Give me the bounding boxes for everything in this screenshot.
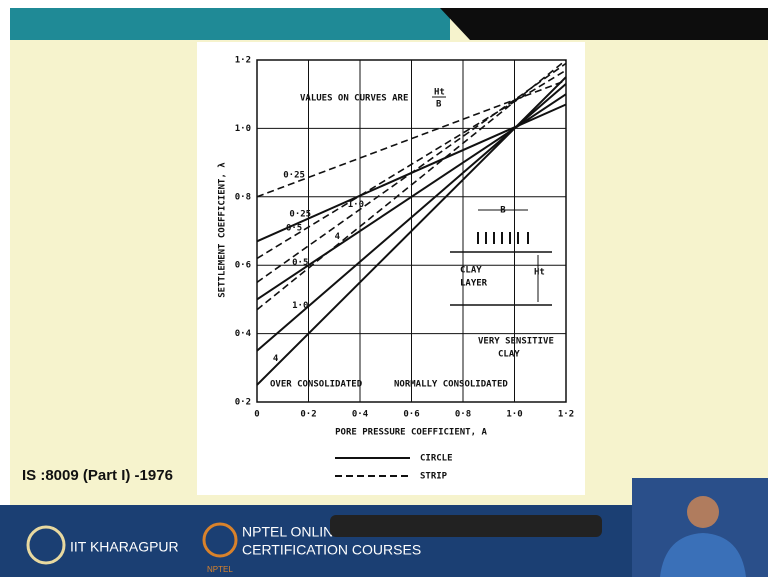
- institute: IIT KHARAGPUR: [70, 539, 179, 555]
- x-tick-label: 0·6: [403, 410, 419, 420]
- note-fraction: B: [436, 100, 442, 110]
- x-tick-label: 0·8: [455, 410, 471, 420]
- legend-label: CIRCLE: [420, 454, 453, 464]
- x-tick-label: 1·2: [558, 410, 574, 420]
- course-line: NPTEL ONLINE: [242, 524, 343, 540]
- curve-label: 0·5: [292, 258, 308, 268]
- y-tick-label: 0·2: [235, 398, 251, 408]
- note-fraction: Ht: [434, 88, 445, 98]
- annotation: OVER CONSOLIDATED: [270, 380, 363, 390]
- reference: IS :8009 (Part I) -1976: [22, 467, 173, 484]
- course-line: CERTIFICATION COURSES: [242, 542, 421, 558]
- y-tick-label: 0·8: [235, 192, 251, 202]
- nptel-logo-text: NPTEL: [207, 565, 233, 574]
- slide: IS :8009 (Part I) -1976 IIT KHARAGPUR NP…: [0, 0, 768, 577]
- x-tick-label: 1·0: [506, 410, 522, 420]
- curve-label: 0·25: [289, 210, 311, 220]
- annotation: VERY SENSITIVE: [478, 337, 554, 347]
- y-tick-label: 1·0: [235, 124, 251, 134]
- x-tick-label: 0·2: [300, 410, 316, 420]
- note: VALUES ON CURVES ARE: [300, 94, 408, 104]
- y-tick-label: 0·6: [235, 261, 251, 271]
- curve-label: 1·0: [292, 301, 308, 311]
- top-bar-dark: [440, 8, 768, 40]
- inset-label: Ht: [534, 268, 545, 278]
- curve-label: 4: [273, 354, 279, 364]
- y-axis-label: SETTLEMENT COEFFICIENT, λ: [218, 162, 228, 298]
- x-axis-label: PORE PRESSURE COEFFICIENT, A: [335, 428, 487, 438]
- presenter-head: [687, 496, 719, 528]
- top-bar: [10, 8, 450, 40]
- curve-label: 4: [335, 232, 341, 242]
- x-tick-label: 0: [254, 410, 259, 420]
- curve-label: 0·5: [286, 223, 302, 233]
- y-tick-label: 0·4: [235, 329, 252, 339]
- page: {"slide": {"reference": "IS :8009 (Part …: [0, 0, 768, 577]
- y-tick-label: 1·2: [235, 56, 251, 66]
- inset-label: LAYER: [460, 279, 488, 289]
- annotation: CLAY: [498, 350, 520, 360]
- curve-label: 0·25: [283, 170, 305, 180]
- inset-label: B: [500, 206, 506, 216]
- toolbar[interactable]: [330, 515, 602, 537]
- legend-label: STRIP: [420, 472, 448, 482]
- curve-label: 1·0: [348, 200, 364, 210]
- x-tick-label: 0·4: [352, 410, 369, 420]
